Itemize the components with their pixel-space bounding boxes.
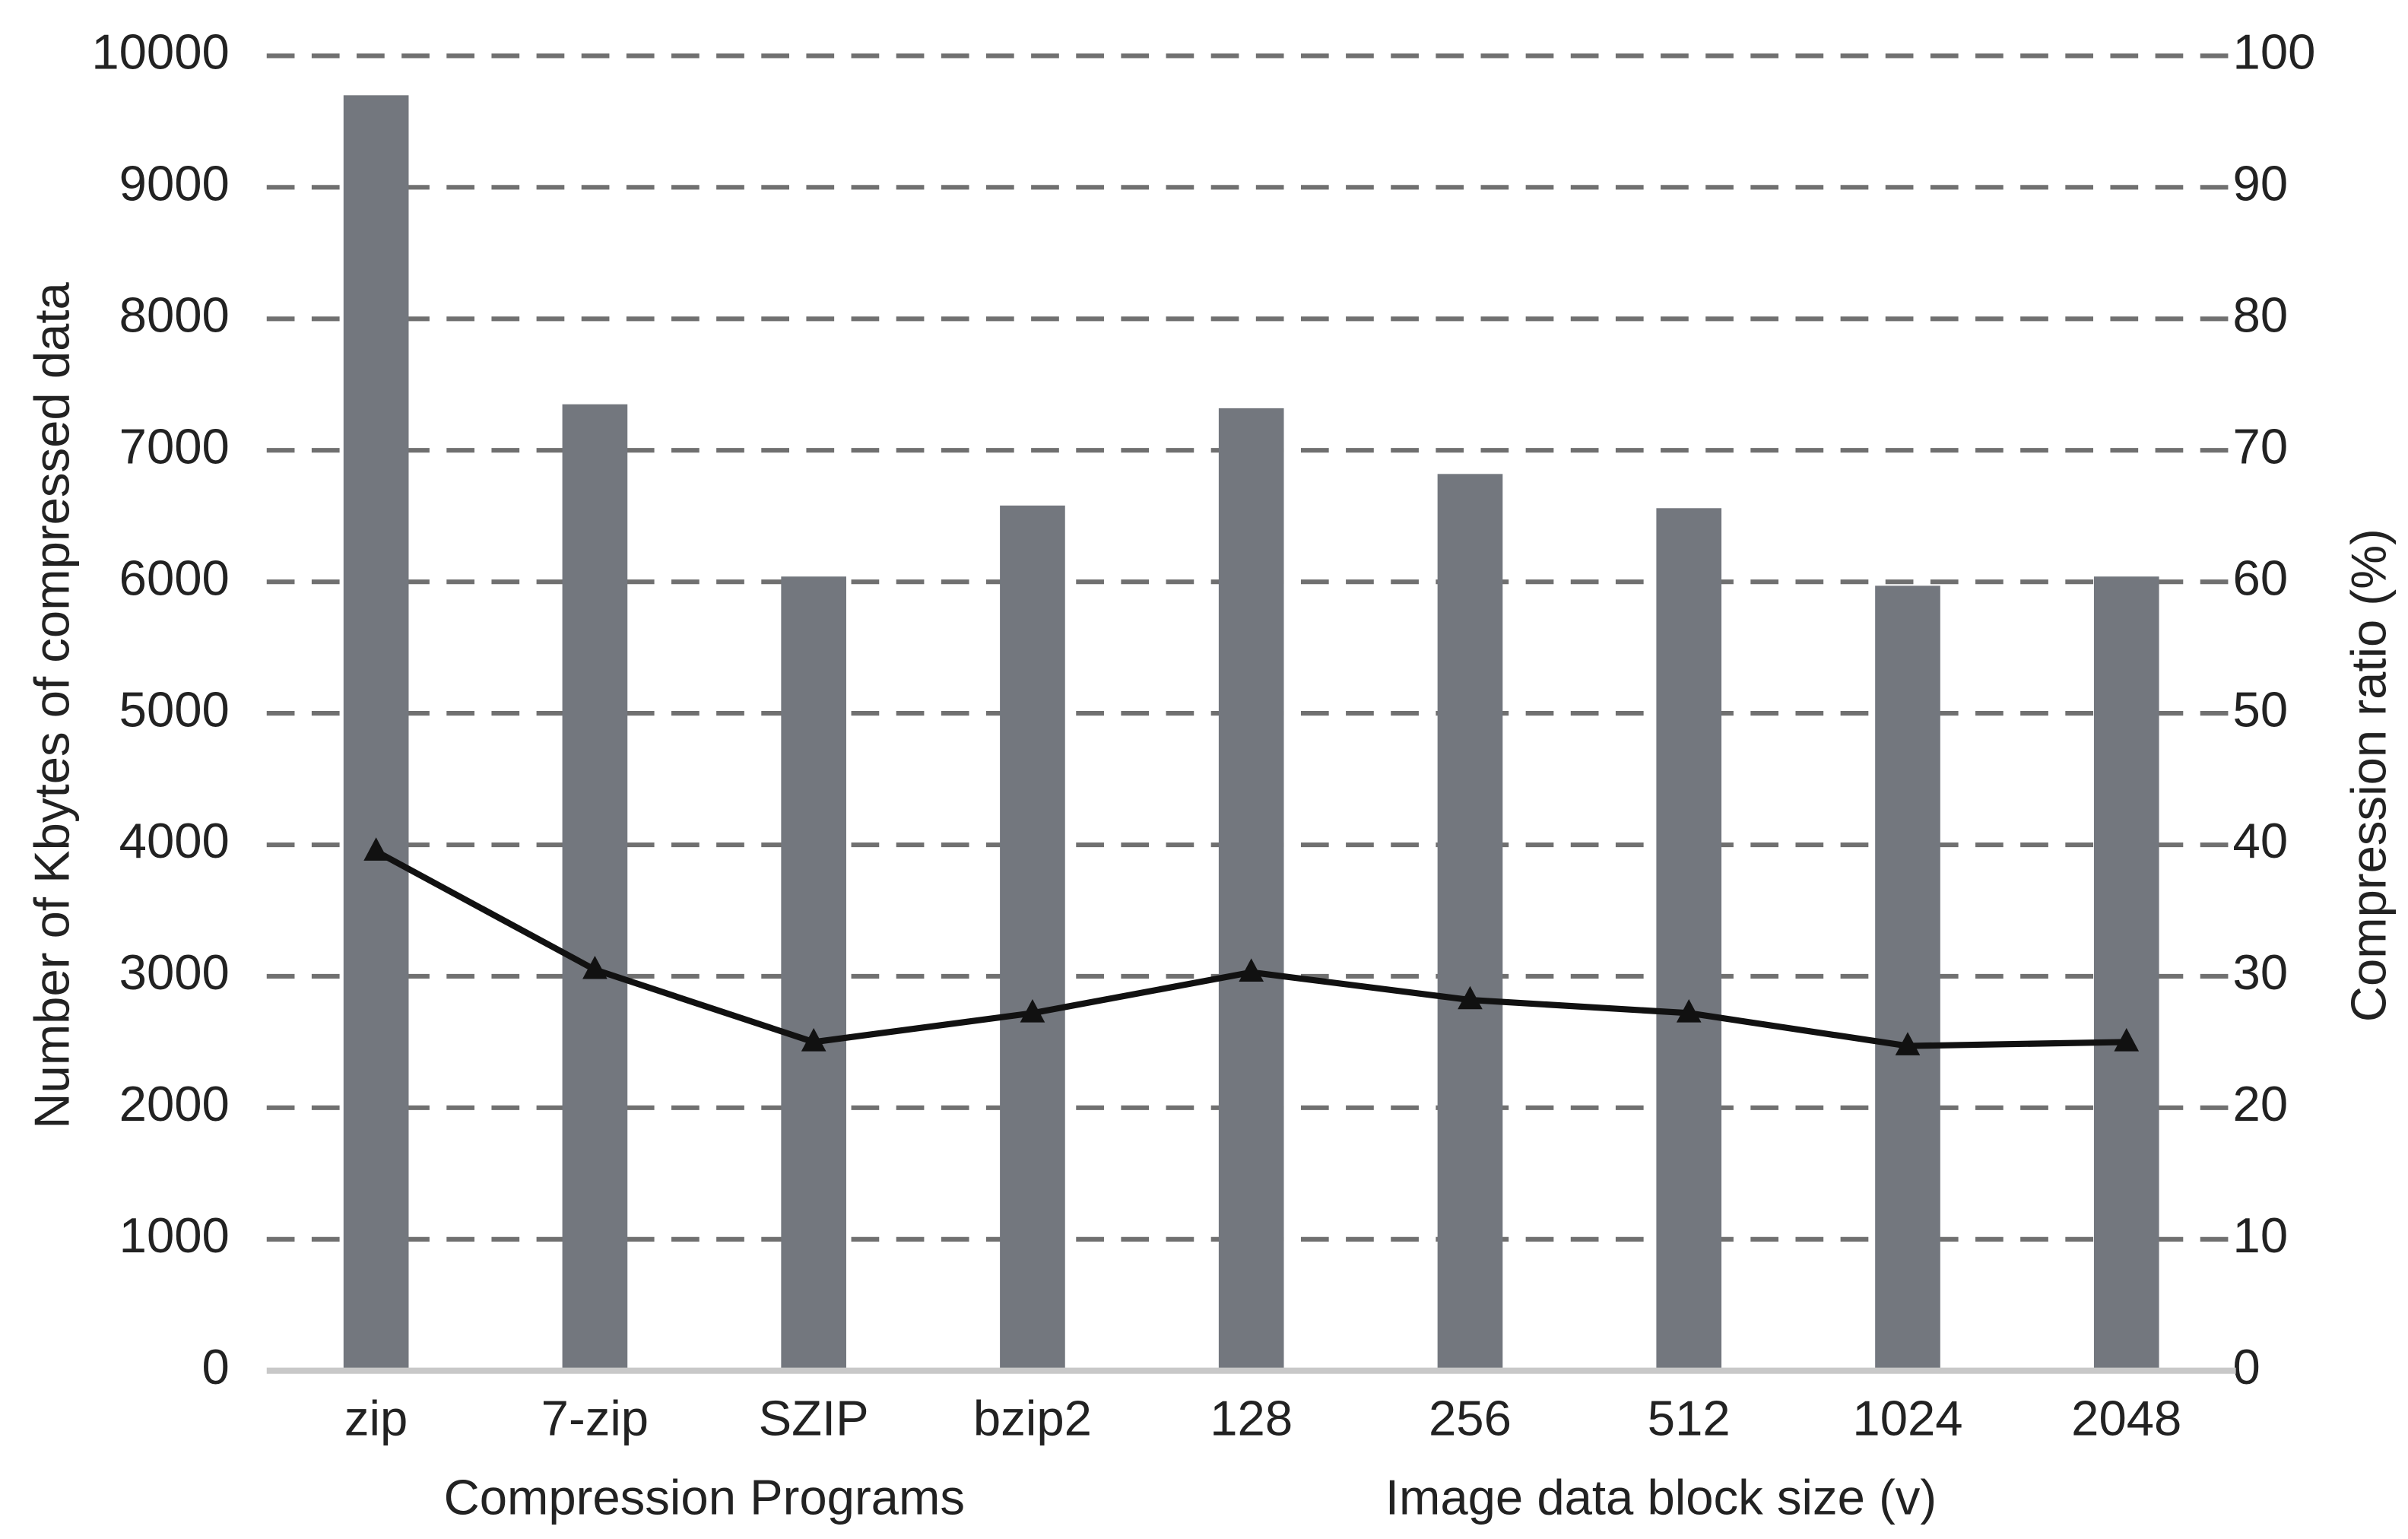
marker — [1895, 1032, 1921, 1055]
y-tick-label: 7000 — [119, 418, 230, 474]
marker — [2114, 1028, 2140, 1052]
x-tick-label: 512 — [1648, 1390, 1731, 1445]
y2-tick-label: 10 — [2233, 1207, 2289, 1263]
x-tick-label: 1024 — [1852, 1390, 1962, 1445]
group-label: Image data block size (v) — [1385, 1469, 1937, 1525]
bar — [1875, 585, 1940, 1371]
x-tick-label: zip — [344, 1390, 408, 1445]
bar — [781, 576, 846, 1371]
marker — [582, 955, 608, 979]
y2-tick-label: 40 — [2233, 813, 2289, 868]
x-tick-label: 7-zip — [541, 1390, 649, 1445]
y2-tick-label: 100 — [2233, 24, 2316, 80]
x-tick-label: SZIP — [759, 1390, 869, 1445]
marker — [1020, 999, 1045, 1023]
y-tick-label: 10000 — [91, 24, 229, 80]
y2-tick-label: 0 — [2233, 1339, 2260, 1395]
x-tick-label: 256 — [1429, 1390, 1512, 1445]
y2-axis-label: Compression ratio (%) — [2340, 528, 2396, 1022]
y2-tick-label: 50 — [2233, 681, 2289, 737]
y2-tick-label: 20 — [2233, 1076, 2289, 1131]
x-tick-label: bzip2 — [973, 1390, 1092, 1445]
marker — [1676, 999, 1702, 1023]
marker — [1458, 985, 1483, 1010]
y-tick-label: 5000 — [119, 681, 230, 737]
marker — [363, 837, 389, 861]
marker — [1239, 958, 1264, 982]
y-tick-label: 6000 — [119, 550, 230, 605]
y-tick-label: 9000 — [119, 156, 230, 211]
y2-tick-label: 30 — [2233, 944, 2289, 1000]
marker — [801, 1028, 826, 1052]
group-label: Compression Programs — [444, 1469, 965, 1525]
bar — [1437, 474, 1503, 1371]
y-tick-label: 0 — [202, 1339, 230, 1395]
bar — [1656, 508, 1722, 1371]
y2-tick-label: 90 — [2233, 156, 2289, 211]
y2-tick-label: 60 — [2233, 550, 2289, 605]
y-axis-label: Number of Kbytes of compressed data — [24, 281, 80, 1128]
bar — [2093, 576, 2159, 1371]
x-tick-label: 2048 — [2071, 1390, 2181, 1445]
y-tick-label: 8000 — [119, 287, 230, 343]
y2-tick-label: 80 — [2233, 287, 2289, 343]
y-tick-label: 1000 — [119, 1207, 230, 1263]
bar — [1218, 408, 1284, 1371]
bar — [1000, 505, 1065, 1371]
x-tick-label: 128 — [1210, 1390, 1293, 1445]
y-tick-label: 4000 — [119, 813, 230, 868]
y-tick-label: 3000 — [119, 944, 230, 1000]
y2-tick-label: 70 — [2233, 418, 2289, 474]
y-tick-label: 2000 — [119, 1076, 230, 1131]
bar — [562, 404, 628, 1371]
bar — [343, 95, 409, 1371]
